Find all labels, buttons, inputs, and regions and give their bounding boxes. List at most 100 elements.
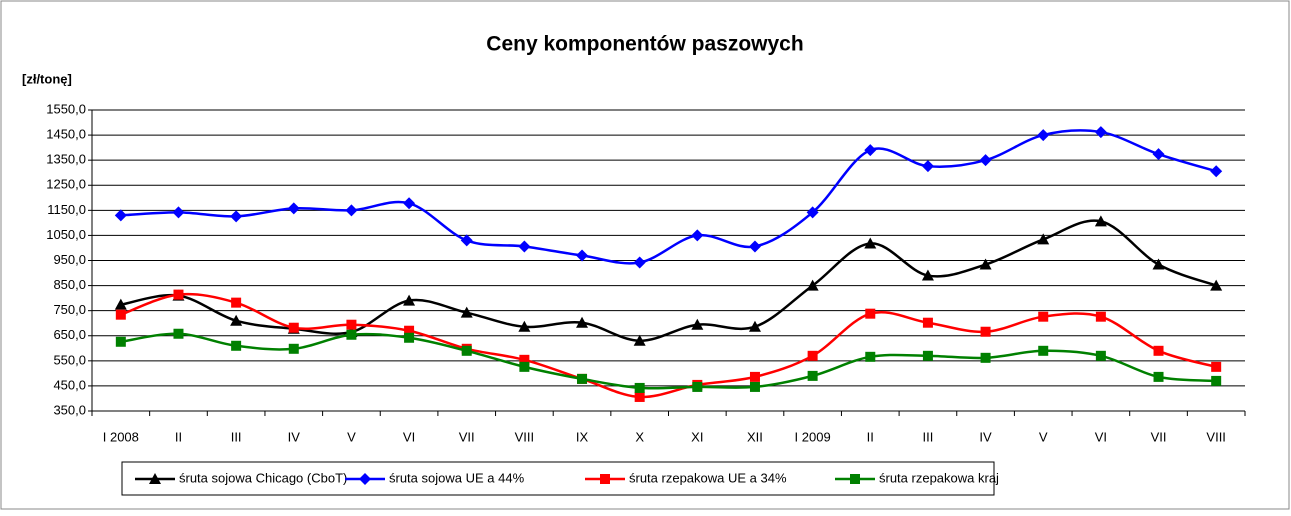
marker bbox=[404, 325, 415, 336]
x-tick-label: V bbox=[347, 429, 356, 444]
marker bbox=[806, 279, 819, 291]
marker bbox=[518, 320, 531, 332]
marker bbox=[519, 361, 530, 372]
marker bbox=[576, 249, 589, 262]
x-tick-label: XI bbox=[691, 429, 703, 444]
marker bbox=[173, 328, 184, 339]
marker bbox=[173, 289, 184, 300]
x-tick-label: III bbox=[231, 429, 242, 444]
x-tick-label: XII bbox=[747, 429, 763, 444]
y-tick-label: 1150,0 bbox=[47, 202, 86, 217]
marker bbox=[980, 352, 991, 363]
chart-title: Ceny komponentów paszowych bbox=[486, 33, 803, 56]
marker bbox=[633, 256, 646, 269]
marker bbox=[1153, 345, 1164, 356]
y-tick-label: 1350,0 bbox=[46, 152, 86, 167]
marker bbox=[172, 206, 185, 219]
marker bbox=[850, 474, 860, 484]
marker bbox=[231, 297, 242, 308]
marker bbox=[345, 204, 358, 217]
marker bbox=[149, 473, 161, 484]
marker bbox=[600, 474, 610, 484]
marker bbox=[288, 322, 299, 333]
marker bbox=[404, 332, 415, 343]
marker bbox=[806, 206, 819, 219]
marker bbox=[460, 306, 473, 318]
marker bbox=[865, 351, 876, 362]
legend-label: śruta rzepakowa UE a 34% bbox=[629, 470, 787, 485]
x-tick-label: X bbox=[635, 429, 644, 444]
marker bbox=[748, 320, 761, 332]
marker bbox=[1037, 233, 1050, 245]
marker bbox=[359, 473, 371, 485]
marker bbox=[980, 326, 991, 337]
x-tick-label: II bbox=[867, 429, 874, 444]
x-tick-label: IV bbox=[288, 429, 301, 444]
marker bbox=[460, 234, 473, 247]
marker bbox=[749, 371, 760, 382]
marker bbox=[1210, 279, 1223, 291]
marker bbox=[115, 336, 126, 347]
marker bbox=[691, 229, 704, 242]
marker bbox=[633, 334, 646, 346]
y-tick-label: 450,0 bbox=[53, 377, 86, 392]
marker bbox=[864, 144, 877, 157]
marker bbox=[807, 350, 818, 361]
x-tick-label: IV bbox=[979, 429, 992, 444]
marker bbox=[114, 298, 127, 310]
marker bbox=[865, 308, 876, 319]
marker bbox=[634, 382, 645, 393]
marker bbox=[1094, 126, 1107, 139]
y-tick-label: 1550,0 bbox=[46, 101, 86, 116]
marker bbox=[1037, 129, 1050, 142]
marker bbox=[807, 370, 818, 381]
marker bbox=[921, 269, 934, 281]
marker bbox=[288, 343, 299, 354]
marker bbox=[1210, 165, 1223, 178]
x-tick-label: VIII bbox=[1206, 429, 1226, 444]
marker bbox=[403, 197, 416, 210]
legend-label: śruta sojowa UE a 44% bbox=[389, 470, 525, 485]
x-tick-label: VIII bbox=[515, 429, 535, 444]
marker bbox=[1211, 375, 1222, 386]
legend-label: śruta sojowa Chicago (CboT) bbox=[179, 470, 347, 485]
marker bbox=[922, 317, 933, 328]
marker bbox=[1095, 311, 1106, 322]
marker bbox=[634, 391, 645, 402]
marker bbox=[1095, 350, 1106, 361]
marker bbox=[577, 373, 588, 384]
marker bbox=[403, 294, 416, 306]
x-tick-label: VII bbox=[1151, 429, 1167, 444]
marker bbox=[518, 240, 531, 253]
y-tick-label: 650,0 bbox=[53, 327, 86, 342]
marker bbox=[749, 381, 760, 392]
marker bbox=[979, 154, 992, 167]
marker bbox=[1152, 148, 1165, 161]
y-tick-label: 950,0 bbox=[53, 252, 86, 267]
marker bbox=[230, 210, 243, 223]
marker bbox=[519, 354, 530, 365]
marker bbox=[115, 309, 126, 320]
marker bbox=[692, 381, 703, 392]
x-tick-label: I 2009 bbox=[795, 429, 831, 444]
marker bbox=[231, 340, 242, 351]
y-tick-label: 1050,0 bbox=[46, 227, 86, 242]
x-tick-label: VI bbox=[403, 429, 415, 444]
marker bbox=[346, 329, 357, 340]
marker bbox=[230, 314, 243, 326]
legend-label: śruta rzepakowa kraj bbox=[879, 470, 999, 485]
marker bbox=[1038, 311, 1049, 322]
x-tick-label: VII bbox=[459, 429, 475, 444]
x-tick-label: V bbox=[1039, 429, 1048, 444]
y-tick-label: 750,0 bbox=[53, 302, 86, 317]
marker bbox=[864, 237, 877, 249]
marker bbox=[1038, 345, 1049, 356]
x-tick-label: VI bbox=[1095, 429, 1107, 444]
x-tick-label: I 2008 bbox=[103, 429, 139, 444]
y-tick-label: 1250,0 bbox=[46, 177, 86, 192]
y-tick-label: 850,0 bbox=[53, 277, 86, 292]
marker bbox=[461, 345, 472, 356]
marker bbox=[114, 209, 127, 222]
marker bbox=[1094, 215, 1107, 227]
